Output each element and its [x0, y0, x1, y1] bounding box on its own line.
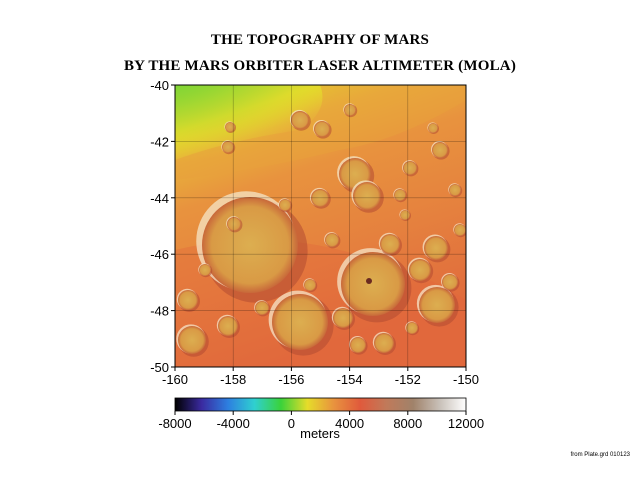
- crater-floor: [272, 294, 328, 350]
- map-title-line-1: THE TOPOGRAPHY OF MARS: [210, 32, 430, 48]
- x-axis-ticks: -160 -158 -156 -154 -152 -150: [162, 367, 479, 387]
- y-tick-label: -50: [150, 360, 169, 375]
- crater-floor: [380, 234, 400, 254]
- colorbar-tick-label: 4000: [335, 416, 364, 431]
- x-tick-label: -156: [278, 372, 304, 387]
- crater-floor: [400, 210, 410, 220]
- crater-floor: [314, 121, 330, 137]
- colorbar-tick-label: -8000: [158, 416, 191, 431]
- y-tick-label: -42: [150, 134, 169, 149]
- map-title-line-2: BY THE MARS ORBITER LASER ALTIMETER (MOL…: [123, 58, 517, 74]
- colorbar-unit-label: meters: [300, 426, 340, 441]
- crater-floor: [199, 264, 211, 276]
- y-tick-label: -40: [150, 78, 169, 93]
- map-grid: [175, 85, 466, 367]
- colorbar-scale: [174, 397, 467, 412]
- colorbar-tick-label: 8000: [393, 416, 422, 431]
- crater-floor: [178, 290, 198, 310]
- x-tick-label: -150: [453, 372, 479, 387]
- colorbar: -8000 -4000 0 4000 8000 12000: [158, 397, 484, 431]
- crater-floor: [353, 182, 381, 210]
- crater-floor: [227, 217, 241, 231]
- crater-floor: [225, 122, 235, 132]
- x-tick-label: -158: [220, 372, 246, 387]
- x-tick-label: -160: [162, 372, 188, 387]
- crater-floor: [409, 259, 431, 281]
- crater-floor: [454, 224, 466, 236]
- crater-central-peak: [366, 278, 372, 284]
- crater-floor: [424, 236, 448, 260]
- crater-floor: [350, 337, 366, 353]
- x-tick-label: -152: [395, 372, 421, 387]
- y-tick-label: -46: [150, 247, 169, 262]
- crater-floor: [325, 233, 339, 247]
- crater-floor: [255, 301, 269, 315]
- crater-floor: [432, 142, 448, 158]
- crater-floor: [202, 197, 298, 293]
- colorbar-tick-label: 0: [288, 416, 295, 431]
- crater-floor: [374, 333, 394, 353]
- source-note: from Plate.grd 010123: [570, 452, 630, 458]
- colorbar-ticks: -8000 -4000 0 4000 8000 12000: [158, 411, 484, 431]
- y-axis-ticks: -40 -42 -44 -46 -48 -50: [150, 78, 175, 375]
- y-tick-label: -44: [150, 191, 169, 206]
- crater-floor: [406, 322, 418, 334]
- crater-floor: [403, 161, 417, 175]
- topography-map: [175, 85, 466, 367]
- crater-floor: [344, 104, 356, 116]
- crater-floor: [341, 252, 405, 316]
- crater-floor: [218, 316, 238, 336]
- x-tick-label: -154: [337, 372, 363, 387]
- y-tick-label: -48: [150, 304, 169, 319]
- map-frame: [174, 84, 467, 368]
- crater-floor: [222, 141, 234, 153]
- colorbar-tick-label: 12000: [448, 416, 484, 431]
- crater-floor: [291, 111, 309, 129]
- crater-floor: [333, 308, 353, 328]
- crater-floor: [279, 199, 291, 211]
- colorbar-tick-label: -4000: [217, 416, 250, 431]
- crater-floor: [178, 326, 206, 354]
- crater-floor: [394, 189, 406, 201]
- crater-field: [176, 103, 466, 357]
- crater-floor: [311, 189, 329, 207]
- crater-floor: [428, 123, 438, 133]
- crater-floor: [304, 279, 316, 291]
- crater-floor: [442, 274, 458, 290]
- crater-floor: [419, 287, 455, 323]
- crater-floor: [449, 184, 461, 196]
